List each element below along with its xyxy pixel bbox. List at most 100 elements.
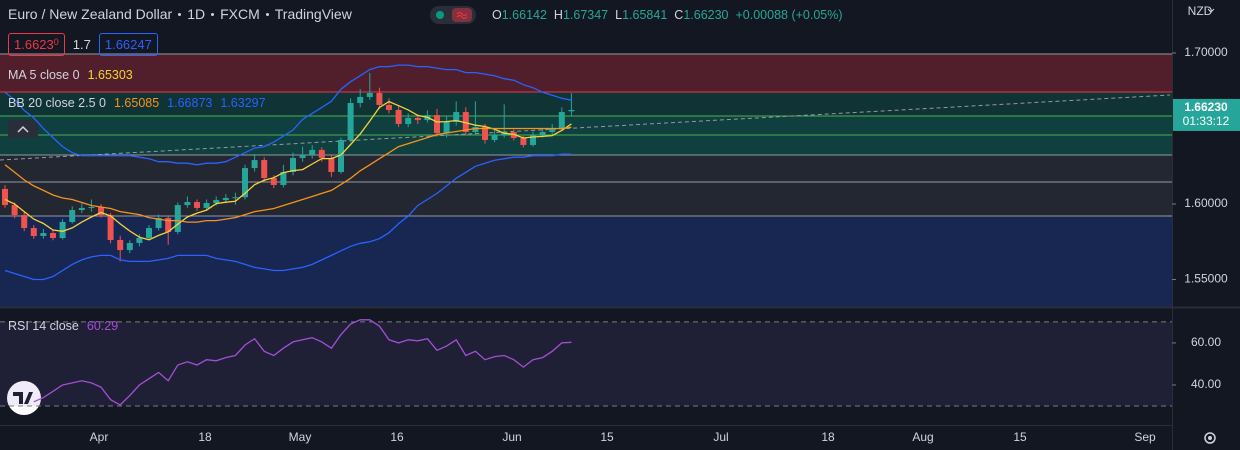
buy-button[interactable]: 1.66247 <box>98 33 158 56</box>
ohlc-key: H <box>553 8 563 22</box>
x-tick-label: Jul <box>713 430 728 444</box>
x-tick-label: Apr <box>90 430 109 444</box>
y-tick-label: 1.55000 <box>1184 272 1228 286</box>
candle-body <box>434 115 440 134</box>
candle-body <box>78 207 85 211</box>
legend-value: 1.65303 <box>87 68 133 82</box>
series-line <box>4 126 572 223</box>
ohlc: O1.66142 H1.67347 L1.65841 C1.66230 +0.0… <box>492 8 843 22</box>
change: +0.00088 (+0.05%) <box>735 8 843 22</box>
toggle-icons <box>436 8 472 22</box>
sell-button[interactable]: 1.66230 <box>8 33 65 56</box>
legend-bb: BB 20 close 2.5 0 1.65085 1.66873 1.6329… <box>8 96 266 110</box>
legend-value: 1.66873 <box>167 96 213 110</box>
series-line <box>4 100 572 241</box>
candle-body <box>290 157 296 172</box>
candle-body <box>347 102 354 140</box>
legend-rsi: RSI 14 close 60.29 <box>8 319 118 333</box>
candle-body <box>568 109 575 112</box>
candle-body <box>328 157 335 172</box>
ohlc-value: 1.65841 <box>622 8 668 22</box>
logo[interactable] <box>7 381 41 415</box>
ohlc-item: L1.65841 <box>615 8 667 22</box>
x-tick-label: 15 <box>1013 430 1027 444</box>
legend-value: 1.65085 <box>113 96 160 110</box>
candle-body <box>530 135 536 145</box>
separator <box>211 12 215 16</box>
currency: NZD <box>1188 4 1213 18</box>
candle-body <box>558 112 565 129</box>
candle-body <box>376 93 383 105</box>
candle-body <box>98 207 104 216</box>
x-tick-label: 16 <box>390 430 404 444</box>
candle-body <box>11 205 18 216</box>
x-tick-label: May <box>289 430 312 444</box>
candle-body <box>251 160 258 169</box>
candle-body <box>194 202 200 208</box>
header: Euro / New Zealand Dollar 1D FXCM Tradin… <box>8 6 352 22</box>
candle-body <box>270 178 277 185</box>
candle-body <box>21 215 28 229</box>
candle-body <box>280 171 287 185</box>
series-line <box>4 153 572 281</box>
quote: 1.66230 1.7 1.66247 <box>8 33 158 56</box>
candle-body <box>386 104 392 110</box>
candle-body <box>232 197 239 199</box>
candle-body <box>50 233 56 238</box>
candle-body <box>2 188 8 206</box>
ohlc-key: L <box>615 8 623 22</box>
ohlc-item: C1.66230 <box>674 8 728 22</box>
legend-ma: MA 5 close 0 1.65303 <box>8 68 133 82</box>
spread: 1.7 <box>72 37 91 52</box>
candle-body <box>155 218 162 229</box>
candle-body <box>366 93 373 97</box>
candle-body <box>88 207 95 209</box>
x-tick-label: Sep <box>1134 430 1156 444</box>
ohlc-value: 1.66142 <box>501 8 547 22</box>
candle-body <box>174 205 181 232</box>
candle-body <box>117 239 124 251</box>
price-tag <box>1173 98 1240 131</box>
y-tick-label: 60.00 <box>1191 335 1221 349</box>
candle-body <box>242 168 248 198</box>
candle-body <box>318 149 325 158</box>
zone <box>0 54 1172 92</box>
candle-body <box>136 237 143 243</box>
candle-body <box>472 126 479 132</box>
x-tick-label: 18 <box>198 430 212 444</box>
series-line <box>33 319 572 406</box>
ohlc-value: 1.67347 <box>562 8 609 22</box>
settings-button[interactable] <box>1204 432 1216 444</box>
legend-title: BB 20 close 2.5 0 <box>8 96 106 110</box>
candle-body <box>184 202 191 206</box>
candle-body <box>40 233 47 237</box>
exchange: FXCM <box>220 6 260 22</box>
collapse-button[interactable] <box>8 120 38 138</box>
rsi-band <box>0 321 1172 406</box>
ohlc-value: 1.66230 <box>683 8 729 22</box>
separator <box>265 12 269 16</box>
legend-title: MA 5 close 0 <box>8 68 80 82</box>
y-tick-label: 1.70000 <box>1184 45 1228 59</box>
candle-body <box>405 117 412 124</box>
legend-value: 60.29 <box>86 319 119 333</box>
candle-body <box>126 242 133 251</box>
sell-pipette: 0 <box>53 37 59 47</box>
source: TradingView <box>274 6 352 22</box>
candle-body <box>107 215 114 240</box>
symbol[interactable]: Euro / New Zealand Dollar <box>8 6 173 22</box>
candle-body <box>59 221 66 238</box>
candle-body <box>338 139 344 172</box>
interval[interactable]: 1D <box>187 6 206 22</box>
countdown: 01:33:12 <box>1183 114 1230 128</box>
zone <box>0 92 1172 155</box>
currency-caret[interactable] <box>1207 8 1215 13</box>
zone <box>0 216 1172 307</box>
toggles[interactable] <box>430 6 476 24</box>
candle-body <box>462 112 469 132</box>
candle-body <box>357 96 364 103</box>
sell-price: 1.6623 <box>14 37 54 52</box>
x-tick-label: 15 <box>600 430 614 444</box>
